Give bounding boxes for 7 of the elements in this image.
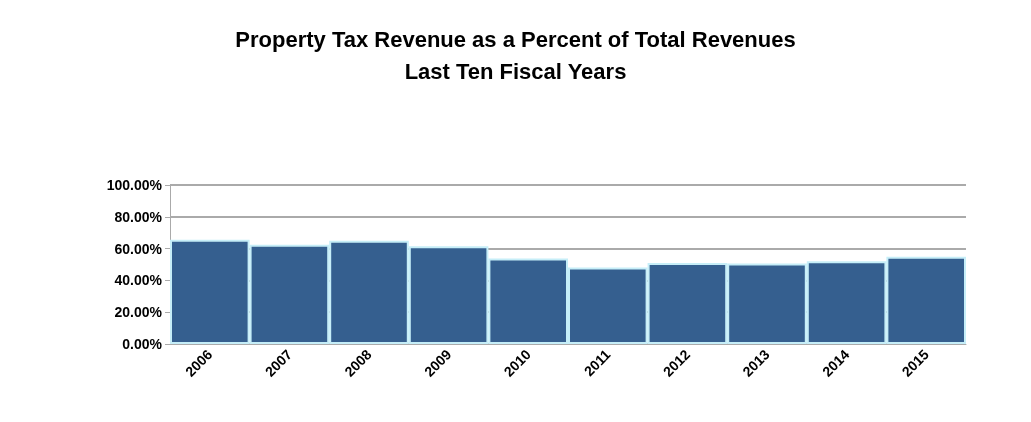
y-tick-label: 40.00% bbox=[114, 272, 163, 289]
y-tick-label: 60.00% bbox=[114, 240, 163, 257]
chart-title: Property Tax Revenue as a Percent of Total Revenues Last Ten Fiscal Years bbox=[235, 26, 796, 84]
y-tick-label: 100.00% bbox=[106, 177, 163, 193]
y-tick-label: 20.00% bbox=[114, 304, 163, 321]
y-tick-label: 80.00% bbox=[114, 208, 163, 225]
y-tick-label: 0.00% bbox=[122, 336, 163, 352]
